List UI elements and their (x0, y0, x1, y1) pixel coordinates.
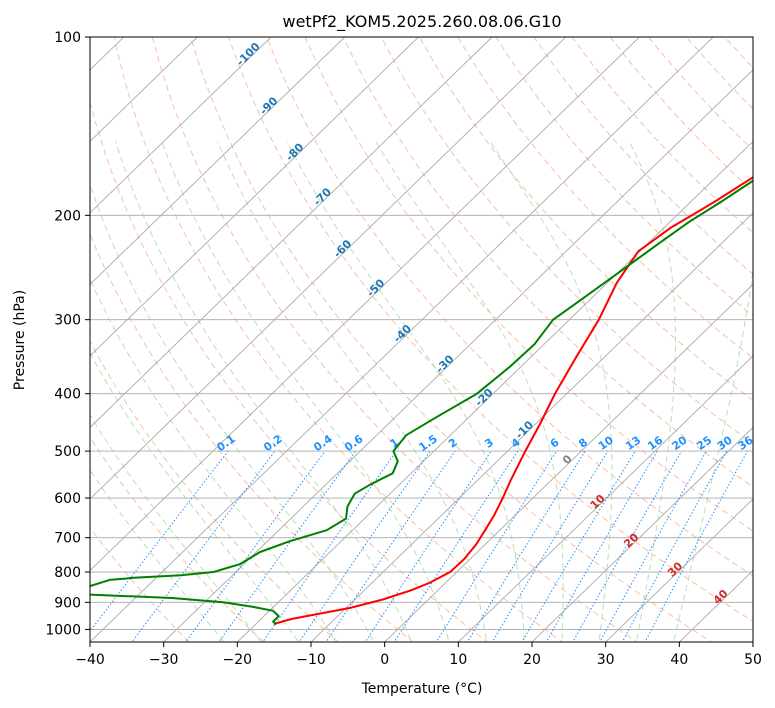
dry-adiabat (228, 37, 753, 622)
dry-adiabat (113, 37, 564, 642)
y-tick-label: 400 (54, 387, 81, 403)
y-axis-label: Pressure (hPa) (12, 290, 28, 390)
mixing-ratio-label: 36 (736, 433, 756, 453)
mixing-ratio-line (435, 450, 558, 642)
isotherm (90, 37, 346, 286)
dry-adiabat (90, 233, 414, 642)
isotherm (457, 355, 753, 642)
x-axis-label: Temperature (°C) (361, 681, 483, 697)
mixing-ratio-line (572, 450, 683, 642)
moist-adiabat (375, 141, 564, 642)
y-tick-label: 1000 (45, 622, 81, 638)
mixing-ratio-line (131, 450, 276, 642)
y-tick-label: 800 (54, 565, 81, 581)
moist-adiabat (673, 266, 753, 642)
x-axis: −40 −30 −20 −10 0 10 20 30 40 50 (75, 642, 762, 668)
x-tick-label: −10 (296, 652, 326, 668)
dewpoint-profile (90, 179, 753, 625)
isotherm (90, 37, 272, 214)
isotherm (90, 37, 567, 500)
y-axis: 1000 900 800 700 600 500 400 300 200 100 (45, 30, 90, 638)
isotherm (90, 37, 199, 142)
x-tick-label: 30 (597, 652, 615, 668)
isotherm (90, 37, 641, 572)
isotherm (605, 498, 753, 642)
isotherm (90, 37, 714, 642)
moist-adiabat (90, 278, 337, 642)
mixing-ratio-line (325, 450, 456, 642)
mixing-ratio-line (545, 450, 658, 642)
dry-adiabat (90, 436, 265, 642)
isotherm (310, 212, 753, 642)
mixing-ratio-line (466, 450, 586, 642)
moist-adiabat (90, 351, 300, 642)
moist-adiabat (161, 141, 450, 642)
x-tick-label: 40 (670, 652, 688, 668)
moist-adiabat (628, 141, 676, 642)
isotherm (163, 69, 753, 642)
isotherm (90, 37, 493, 429)
moist-adiabat (115, 141, 412, 642)
x-tick-label: −30 (149, 652, 179, 668)
moist-adiabat (90, 413, 262, 642)
y-tick-label: 300 (54, 313, 81, 329)
dry-adiabat (457, 37, 753, 359)
dry-adiabat (90, 340, 339, 642)
moist-adiabat (489, 141, 613, 642)
mixing-ratio-line (599, 450, 707, 642)
mixing-ratio-line (644, 450, 748, 642)
x-tick-label: −40 (75, 652, 105, 668)
dry-adiabat (189, 37, 713, 642)
dry-adiabat (418, 37, 753, 402)
y-tick-label: 100 (54, 30, 81, 46)
x-tick-label: 0 (380, 652, 389, 668)
x-tick-label: 10 (449, 652, 467, 668)
dry-adiabat (151, 37, 638, 642)
moist-adiabat (90, 183, 375, 642)
temperature-profile (273, 176, 753, 626)
mixing-ratio-line (298, 450, 431, 642)
y-tick-label: 500 (54, 444, 81, 460)
mixing-ratio-line (364, 450, 492, 642)
mixing-ratio-line (621, 450, 728, 642)
x-tick-label: 20 (523, 652, 541, 668)
y-tick-label: 700 (54, 531, 81, 547)
isotherm (90, 37, 420, 357)
chart-title: wetPf2_KOM5.2025.260.08.06.G10 (282, 12, 561, 32)
moist-adiabat (286, 141, 525, 642)
plot-frame (89, 36, 754, 643)
isotherm (236, 140, 753, 642)
mixing-ratio-line (218, 450, 357, 642)
isotherm (384, 283, 753, 642)
mixing-ratio-line (185, 450, 326, 642)
x-tick-label: −20 (223, 652, 253, 668)
mixing-ratio-line (393, 450, 519, 642)
y-tick-label: 600 (54, 491, 81, 507)
isotherm (531, 426, 753, 642)
x-tick-label: 50 (744, 652, 762, 668)
moist-adiabat (216, 141, 488, 642)
y-tick-label: 200 (54, 208, 81, 224)
y-tick-label: 900 (54, 595, 81, 611)
dry-adiabat (495, 37, 753, 317)
